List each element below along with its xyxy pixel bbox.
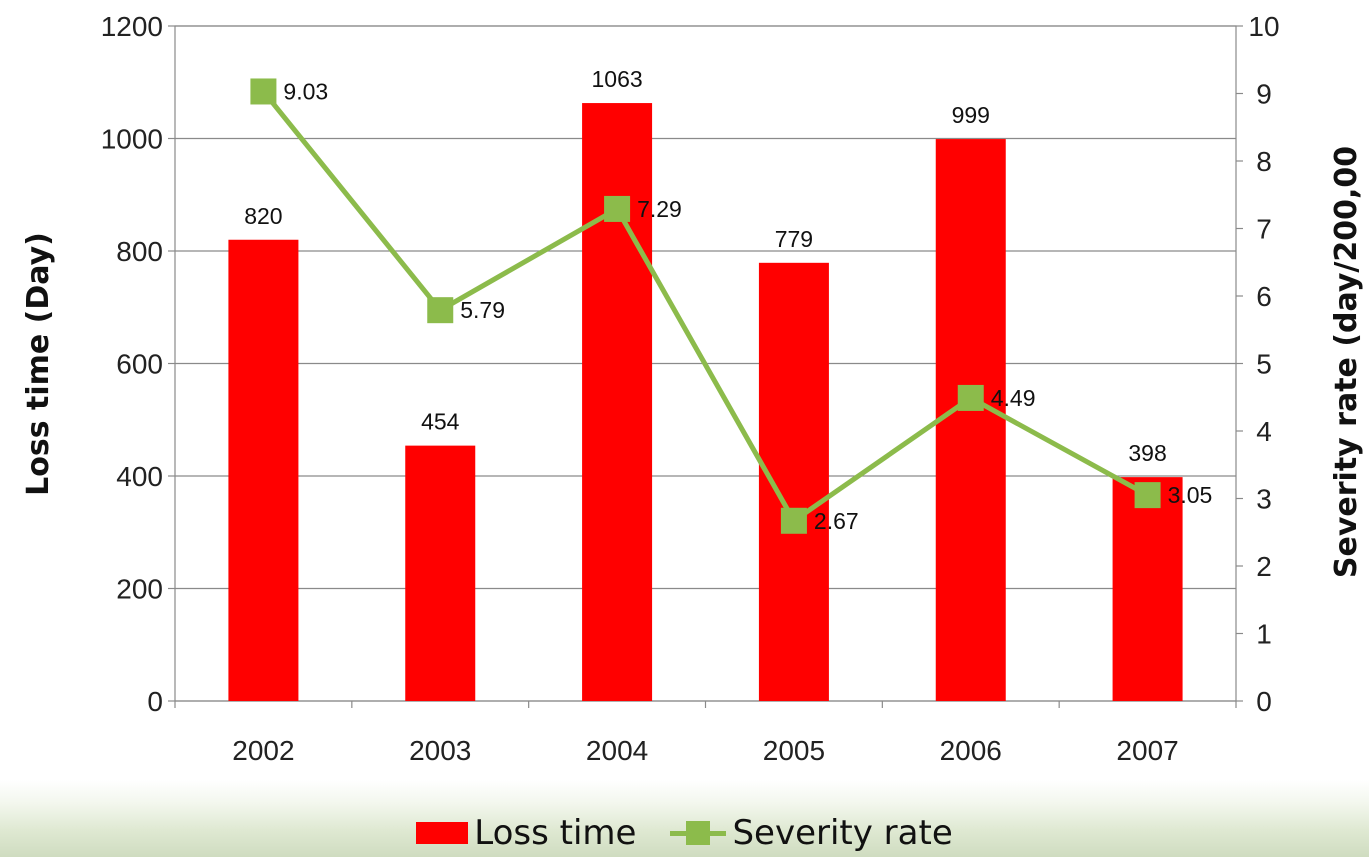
severity-rate-point [604,195,631,222]
y2-tick-label: 10 [1248,11,1279,42]
y2-tick-label: 8 [1256,146,1272,177]
y-tick-label: 200 [116,574,163,605]
legend-swatch-loss-time [416,821,469,844]
y2-tick-label: 1 [1256,619,1272,650]
y-tick-label: 600 [116,349,163,380]
severity-rate-point [780,507,807,534]
x-tick-label: 2002 [232,735,294,766]
y2-tick-label: 2 [1256,551,1272,582]
line-data-label: 4.49 [991,385,1036,411]
bar-data-label: 1063 [591,66,642,92]
bar-loss-time [582,103,653,701]
severity-rate-point [1134,482,1161,509]
y-axis-title: Loss time (Day) [21,232,56,496]
legend: Loss time Severity rate [0,808,1369,857]
y2-tick-label: 3 [1256,484,1272,515]
x-tick-label: 2004 [586,735,648,766]
x-tick-label: 2005 [763,735,825,766]
bar-loss-time [228,239,299,701]
line-data-label: 9.03 [283,78,328,104]
y2-tick-label: 9 [1256,79,1272,110]
y2-tick-label: 6 [1256,281,1272,312]
y-tick-label: 400 [116,461,163,492]
y2-axis-title: Severity rate (day/200,00 [1329,146,1364,578]
y-tick-label: 1200 [101,11,163,42]
legend-item-severity-rate: Severity rate [670,812,953,853]
line-data-label: 7.29 [637,196,682,222]
y2-tick-label: 4 [1256,416,1272,447]
bar-data-label: 820 [244,203,282,229]
severity-rate-point [957,384,984,411]
bar-loss-time [935,139,1006,701]
x-tick-label: 2006 [940,735,1002,766]
y2-tick-label: 7 [1256,214,1272,245]
line-data-label: 5.79 [460,297,505,323]
footer-gradient-band [0,780,1369,857]
y-tick-label: 800 [116,236,163,267]
y-tick-label: 1000 [101,124,163,155]
y-tick-label: 0 [147,686,163,717]
bar-data-label: 779 [775,226,813,252]
y2-tick-label: 5 [1256,349,1272,380]
y2-tick-label: 0 [1256,686,1272,717]
severity-rate-line [261,89,1149,524]
bar-data-label: 454 [421,409,460,435]
bar-data-label: 398 [1128,440,1166,466]
line-data-label: 3.05 [1168,482,1213,508]
legend-label-severity-rate: Severity rate [732,812,953,853]
bar-loss-time [405,445,476,701]
bar-loss-time [1112,477,1183,701]
legend-label-loss-time: Loss time [474,812,637,853]
x-tick-label: 2007 [1116,735,1178,766]
severity-rate-point [250,78,277,105]
legend-item-loss-time: Loss time [416,813,636,853]
line-data-label: 2.67 [814,508,859,534]
legend-swatch-severity-rate [670,820,727,846]
bar-data-label: 999 [952,102,990,128]
severity-rate-point [427,297,454,324]
x-tick-label: 2003 [409,735,471,766]
